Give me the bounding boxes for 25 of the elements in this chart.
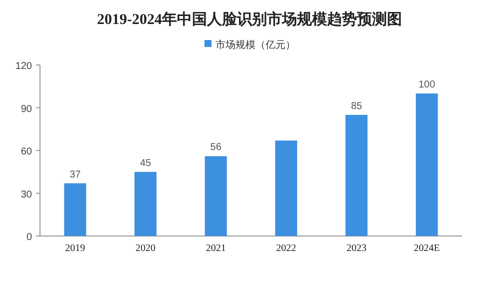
x-tick-label: 2024E: [414, 243, 440, 254]
y-tick-label: 30: [20, 189, 32, 200]
y-tick-label: 90: [20, 104, 32, 115]
bar: [346, 114, 368, 236]
y-tick-label: 0: [26, 232, 32, 243]
bar: [134, 172, 156, 236]
data-label: 100: [418, 80, 436, 90]
data-label: 85: [350, 100, 362, 112]
data-label: 37: [70, 169, 82, 180]
x-tick-label: 2021: [206, 243, 226, 254]
x-tick-label: 2019: [65, 243, 86, 254]
bar: [275, 140, 298, 236]
legend-label: 市场规模（亿元）: [216, 39, 296, 51]
data-label: 45: [140, 158, 152, 169]
chart-title: 2019-2024年中国人脸识别市场规模趋势预测图: [97, 10, 402, 28]
bar: [64, 183, 86, 236]
x-tick-label: 2023: [346, 243, 366, 254]
y-tick-label: 60: [20, 146, 32, 158]
bar: [204, 156, 227, 236]
legend: 市场规模（亿元）: [204, 40, 296, 51]
data-label: 56: [210, 142, 222, 154]
x-tick-label: 2020: [136, 243, 156, 254]
bar: [416, 94, 438, 236]
x-tick-label: 2022: [276, 243, 296, 254]
y-tick-label: 120: [15, 61, 32, 72]
